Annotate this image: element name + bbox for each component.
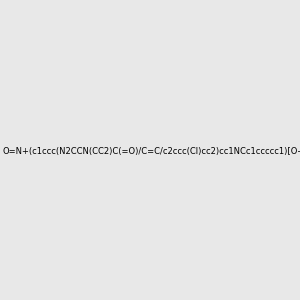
Text: O=N+(c1ccc(N2CCN(CC2)C(=O)/C=C/c2ccc(Cl)cc2)cc1NCc1ccccc1)[O-]: O=N+(c1ccc(N2CCN(CC2)C(=O)/C=C/c2ccc(Cl)… (3, 147, 300, 156)
